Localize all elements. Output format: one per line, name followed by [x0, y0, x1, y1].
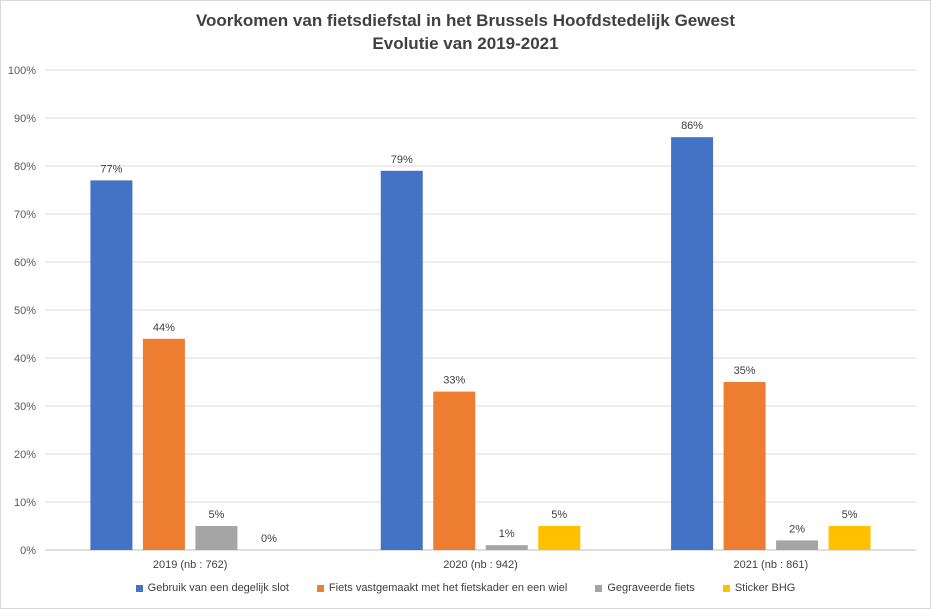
chart-title: Voorkomen van fietsdiefstal in het Bruss… [195, 11, 736, 30]
data-label: 0% [261, 533, 277, 545]
y-tick-label: 50% [14, 305, 36, 317]
data-label: 33% [443, 375, 465, 387]
bar [90, 180, 133, 550]
data-label: 2% [789, 523, 805, 535]
x-axis-labels: 2019 (nb : 762) 2020 (nb : 942) 2021 (nb :… [153, 559, 808, 571]
data-label: 5% [551, 509, 567, 521]
data-label: 86% [681, 120, 703, 132]
bar [723, 382, 766, 550]
y-tick-label: 90% [14, 113, 36, 125]
y-tick-label: 60% [14, 257, 36, 269]
x-tick-label: 2019 (nb : 762) [153, 559, 228, 571]
bar [485, 545, 528, 550]
y-tick-label: 0% [20, 545, 36, 557]
y-tick-label: 30% [14, 401, 36, 413]
y-tick-label: 100% [8, 65, 36, 77]
x-tick-label: 2021 (nb : 861) [734, 559, 809, 571]
bar [380, 170, 423, 551]
bar [433, 391, 476, 550]
data-labels: 77% 44% 5% 0% 79% 33% 1% 5% 86% 35% 2% 5% [100, 120, 857, 545]
legend-item: Fiets vastgemaakt met het fietskader en … [316, 582, 568, 594]
y-tick-label: 10% [14, 497, 36, 509]
data-label: 44% [153, 322, 175, 334]
legend-label: Fiets vastgemaakt met het fietskader en … [328, 582, 568, 594]
legend-label: Gebruik van een degelijk slot [147, 582, 289, 594]
data-label: 77% [100, 163, 122, 175]
legend-item: Gebruik van een degelijk slot [135, 582, 289, 594]
x-tick-label: 2020 (nb : 942) [443, 559, 518, 571]
bar [195, 526, 238, 550]
data-label: 5% [842, 509, 858, 521]
y-tick-label: 80% [14, 161, 36, 173]
y-axis-labels: 0% 10% 20% 30% 40% 50% 60% 70% 80% 90% 100% [8, 65, 36, 557]
legend-item: Gegraveerde fiets [595, 582, 695, 594]
bar [142, 338, 185, 550]
legend-label: Gegraveerde fiets [607, 582, 695, 594]
legend-label: Sticker BHG [734, 582, 796, 594]
data-label: 35% [734, 365, 756, 377]
bars [90, 137, 871, 551]
data-label: 5% [208, 509, 224, 521]
y-tick-label: 40% [14, 353, 36, 365]
bar [776, 540, 819, 550]
bar [671, 137, 714, 550]
y-tick-label: 70% [14, 209, 36, 221]
data-label: 1% [499, 528, 515, 540]
y-tick-label: 20% [14, 449, 36, 461]
chart-subtitle: Evolutie van 2019-2021 [372, 34, 559, 53]
bar [828, 526, 871, 550]
legend-swatch [595, 584, 603, 592]
legend-item: Sticker BHG [722, 582, 796, 594]
bar [538, 526, 581, 550]
gridlines [45, 69, 916, 551]
legend-swatch [722, 584, 730, 592]
legend-swatch [316, 584, 324, 592]
data-label: 79% [391, 154, 413, 166]
legend-swatch [135, 584, 143, 592]
legend: Gebruik van een degelijk slot Fiets vastg… [0, 582, 931, 594]
